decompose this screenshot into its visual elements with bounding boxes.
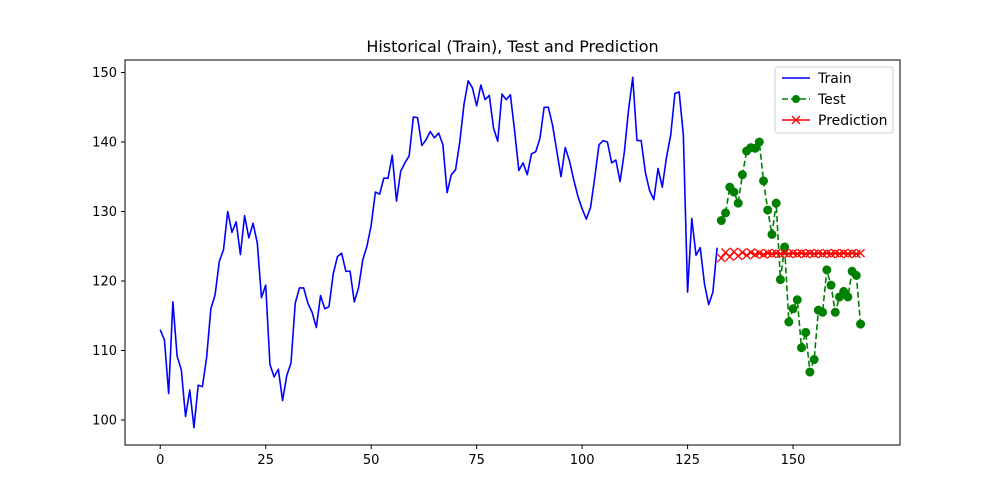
data-point-test (830, 307, 840, 317)
legend-item-prediction: Prediction (782, 113, 888, 129)
series-layer (159, 76, 866, 429)
data-point-test (759, 176, 769, 186)
legend-items: Train Test Prediction (782, 71, 888, 129)
data-point-test (818, 307, 828, 317)
data-point-prediction (737, 248, 747, 257)
series-prediction (716, 247, 866, 263)
legend-frame (774, 66, 894, 134)
data-point-test (733, 198, 743, 208)
series-test (716, 137, 866, 377)
data-point-prediction (856, 248, 866, 258)
data-point-test (805, 367, 815, 377)
legend-marker-prediction (791, 115, 801, 125)
data-point-prediction (716, 253, 726, 263)
x-tick-label: 100 (570, 453, 595, 468)
data-point-test (843, 292, 853, 302)
legend-label-prediction: Prediction (818, 113, 888, 129)
legend-label-train: Train (817, 71, 852, 87)
chart-title: Historical (Train), Test and Prediction (366, 37, 658, 56)
data-point-prediction (746, 248, 756, 257)
y-axis: 100 110 120 130 140 150 (92, 66, 125, 428)
y-tick-label: 120 (92, 274, 117, 289)
x-axis: 0 25 50 75 100 125 150 (156, 445, 805, 468)
legend-item-test: Test (782, 92, 846, 108)
data-point-test (754, 137, 764, 147)
data-point-test (767, 229, 777, 239)
data-point-test (775, 275, 785, 285)
data-point-test (780, 242, 790, 252)
data-point-test (796, 343, 806, 353)
data-point-test (856, 319, 866, 329)
data-point-test (750, 143, 760, 153)
series-line-test (720, 141, 862, 373)
series-train (159, 76, 718, 429)
data-point-test (763, 205, 773, 215)
legend: Train Test Prediction (774, 66, 894, 134)
y-tick-label: 140 (92, 136, 117, 151)
x-tick-label: 0 (156, 453, 164, 468)
y-tick-label: 100 (92, 413, 117, 428)
x-tick-label: 25 (257, 453, 274, 468)
legend-marker-test (792, 95, 800, 103)
data-point-test (809, 355, 819, 365)
legend-item-train: Train (782, 71, 852, 87)
data-point-test (792, 295, 802, 305)
y-tick-label: 150 (92, 66, 117, 81)
data-point-test (788, 304, 798, 314)
x-tick-label: 150 (781, 453, 806, 468)
data-point-test (822, 265, 832, 275)
data-point-test (801, 327, 811, 337)
data-point-test (716, 216, 726, 226)
x-tick-label: 125 (675, 453, 700, 468)
data-point-test (729, 187, 739, 197)
x-tick-label: 75 (468, 453, 485, 468)
y-tick-label: 110 (92, 344, 117, 359)
data-point-prediction (742, 250, 752, 260)
legend-label-test: Test (817, 92, 846, 108)
data-point-test (737, 170, 747, 180)
x-tick-label: 50 (363, 453, 380, 468)
y-tick-label: 130 (92, 205, 117, 220)
plot-frame (124, 59, 901, 446)
data-point-test (784, 317, 794, 327)
data-point-test (771, 198, 781, 208)
data-point-test (826, 280, 836, 290)
data-point-test (851, 270, 861, 280)
data-point-test (721, 208, 731, 218)
series-line-train (159, 76, 718, 429)
